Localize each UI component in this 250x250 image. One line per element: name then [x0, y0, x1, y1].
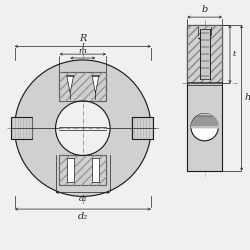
Text: m: m	[79, 47, 87, 55]
Bar	[200, 29, 209, 80]
Text: b: b	[202, 5, 208, 14]
Bar	[60, 156, 106, 185]
Bar	[187, 25, 222, 171]
Bar	[60, 72, 106, 101]
Polygon shape	[14, 128, 151, 196]
Bar	[187, 25, 222, 83]
Bar	[60, 72, 106, 101]
Text: d₂: d₂	[78, 212, 88, 221]
Text: t: t	[233, 50, 236, 58]
Text: d₁: d₁	[78, 196, 87, 203]
Text: l: l	[82, 43, 84, 51]
Text: R: R	[79, 34, 86, 43]
Bar	[132, 118, 153, 139]
Bar	[60, 156, 106, 185]
Text: G: G	[201, 28, 208, 36]
Bar	[11, 118, 32, 139]
Polygon shape	[14, 60, 151, 128]
Text: h: h	[244, 94, 250, 102]
Bar	[187, 25, 222, 83]
Bar	[92, 158, 99, 182]
Bar	[67, 158, 73, 182]
Circle shape	[191, 114, 218, 141]
Polygon shape	[67, 76, 73, 93]
Polygon shape	[92, 76, 99, 93]
